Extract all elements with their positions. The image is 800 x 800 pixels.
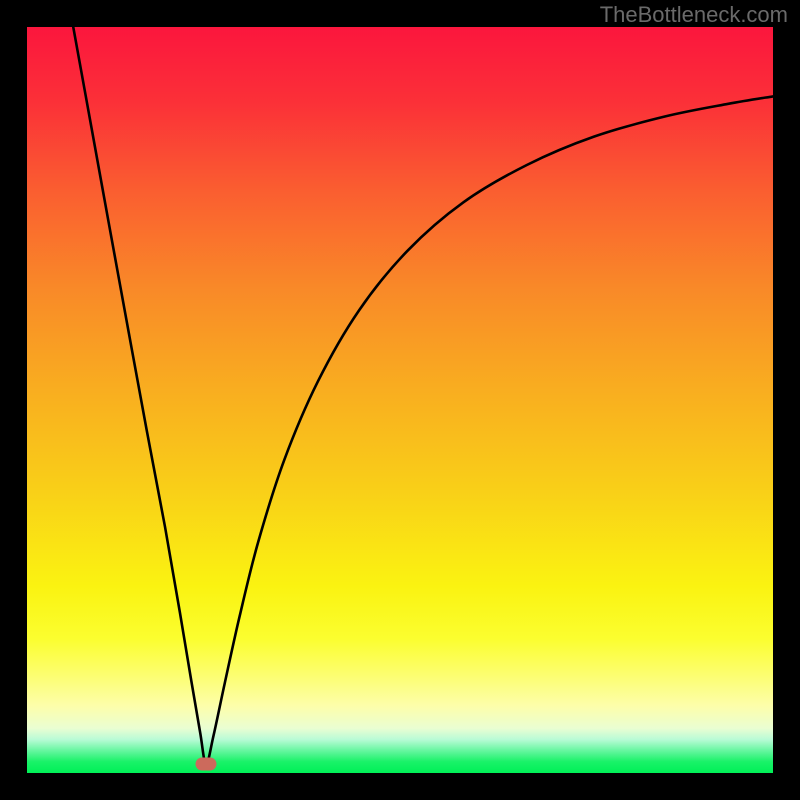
watermark-label: TheBottleneck.com (600, 2, 788, 28)
vertex-marker (196, 758, 217, 771)
plot-area (27, 27, 773, 773)
bottleneck-curve (27, 27, 773, 773)
outer-frame: TheBottleneck.com (0, 0, 800, 800)
